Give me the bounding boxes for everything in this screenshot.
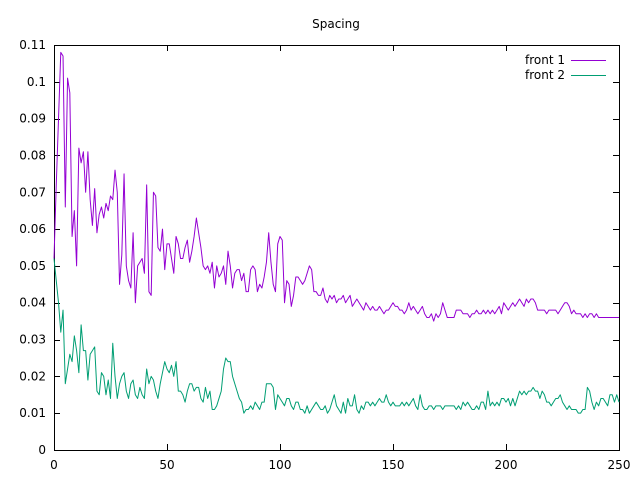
legend-label-2: front 2 xyxy=(525,68,565,82)
y-tick-label: 0.1 xyxy=(27,75,46,89)
y-tick-label: 0 xyxy=(38,443,46,457)
y-tick-label: 0.03 xyxy=(19,333,46,347)
x-tick-label: 50 xyxy=(159,458,174,472)
y-tick-label: 0.11 xyxy=(19,38,46,52)
series-layer xyxy=(53,51,620,414)
y-tick-label: 0.04 xyxy=(19,296,46,310)
x-tick-label: 200 xyxy=(495,458,518,472)
y-tick-label: 0.01 xyxy=(19,406,46,420)
y-axis: 0 0.01 0.02 0.03 0.04 0.05 0.06 0.07 0.08 0.09 0.1… xyxy=(19,38,619,457)
x-tick-label: 100 xyxy=(269,458,292,472)
x-axis: 0 50 100 150 200 250 xyxy=(50,45,630,472)
y-tick-label: 0.06 xyxy=(19,222,46,236)
y-tick-label: 0.02 xyxy=(19,369,46,383)
series-line-1 xyxy=(53,51,619,322)
legend-label-1: front 1 xyxy=(525,53,565,67)
chart-title: Spacing xyxy=(312,17,360,31)
y-tick-label: 0.07 xyxy=(19,185,46,199)
y-tick-label: 0.05 xyxy=(19,259,46,273)
series-line-2 xyxy=(53,258,620,414)
x-tick-label: 250 xyxy=(608,458,631,472)
x-tick-label: 150 xyxy=(382,458,405,472)
y-tick-label: 0.08 xyxy=(19,148,46,162)
y-tick-label: 0.09 xyxy=(19,112,46,126)
x-tick-label: 0 xyxy=(50,458,58,472)
